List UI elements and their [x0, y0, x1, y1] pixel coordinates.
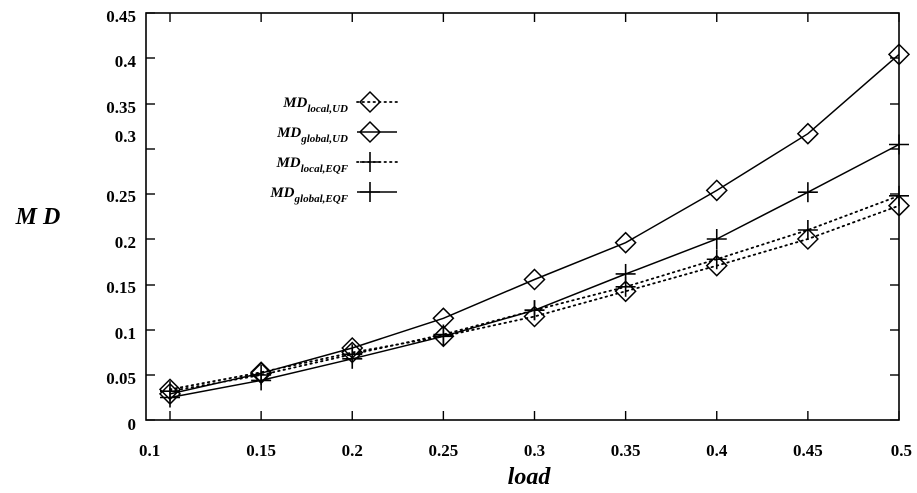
y-tick-label: 0.1	[115, 324, 136, 343]
legend-label: MDlocal,UD	[282, 95, 348, 115]
x-tick-label: 0.2	[342, 441, 363, 460]
y-tick-label: 0.05	[106, 369, 136, 388]
data-point	[887, 194, 911, 217]
data-point	[796, 227, 819, 251]
x-tick-label: 0.4	[706, 441, 728, 460]
x-tick-label: 0.35	[611, 441, 641, 460]
y-tick-label: 0	[128, 415, 137, 434]
data-point	[797, 182, 818, 203]
legend-item: MDlocal,EQF	[275, 152, 398, 175]
legend-marker	[360, 182, 380, 202]
plot-frame	[145, 12, 900, 421]
x-tick-label: 0.15	[246, 441, 276, 460]
legend-label: MDglobal,UD	[276, 125, 348, 145]
y-tick-label: 0.15	[106, 278, 136, 297]
legend-marker	[360, 152, 380, 172]
data-point	[889, 134, 909, 155]
data-point	[706, 229, 727, 249]
series-global-ud	[158, 43, 911, 405]
x-axis-label: load	[508, 464, 552, 490]
y-tick-label: 0.2	[115, 233, 136, 252]
data-point	[614, 280, 637, 303]
data-point	[889, 185, 909, 206]
x-tick-label: 0.5	[891, 441, 912, 460]
data-point	[797, 220, 818, 240]
y-tick-label: 0.25	[106, 187, 136, 206]
legend-item: MDglobal,EQF	[269, 182, 397, 205]
data-point	[705, 254, 728, 277]
data-point	[433, 326, 454, 347]
data-point	[524, 300, 545, 321]
x-tick-label: 0.25	[429, 441, 459, 460]
x-tick-label: 0.1	[139, 441, 160, 460]
data-point	[342, 348, 363, 369]
y-axis-ticks: 0 0.05 0.1 0.15 0.2 0.25 0.3 0.35 0.4 0.45	[106, 7, 899, 434]
y-axis-label: M D	[15, 204, 61, 230]
y-tick-label: 0.3	[115, 127, 136, 146]
data-point	[251, 370, 272, 391]
plot-border	[145, 12, 900, 421]
data-point	[160, 387, 180, 408]
y-tick-label: 0.4	[115, 52, 137, 71]
data-point	[796, 122, 819, 145]
series-line	[169, 194, 900, 393]
legend-marker	[358, 90, 382, 114]
data-point	[887, 43, 911, 66]
series-global-eqf	[160, 134, 909, 408]
legend: MDlocal,UD MDglobal,UD MDlocal,EQF MDglobal…	[269, 90, 398, 205]
series-local-ud	[158, 194, 911, 401]
legend-item: MDlocal,UD	[282, 90, 398, 115]
series-local-eqf	[160, 185, 909, 402]
x-tick-label: 0.3	[524, 441, 545, 460]
y-tick-label: 0.45	[106, 7, 136, 26]
x-axis-ticks: 0.1 0.15 0.2 0.25 0.3 0.35 0.4 0.45 0.5	[139, 13, 912, 460]
y-tick-label: 0.35	[106, 98, 136, 117]
data-point	[706, 249, 727, 270]
legend-label: MDglobal,EQF	[269, 185, 348, 205]
data-point	[614, 231, 637, 254]
series-line	[169, 53, 900, 395]
legend-label: MDlocal,EQF	[275, 155, 348, 175]
data-point	[615, 263, 636, 284]
legend-marker	[358, 120, 382, 144]
legend-item: MDglobal,UD	[276, 120, 397, 145]
series-line	[169, 204, 900, 391]
data-point	[523, 305, 546, 328]
data-point	[705, 179, 728, 202]
data-point	[523, 268, 546, 291]
x-tick-label: 0.45	[793, 441, 823, 460]
series-group	[158, 43, 911, 408]
